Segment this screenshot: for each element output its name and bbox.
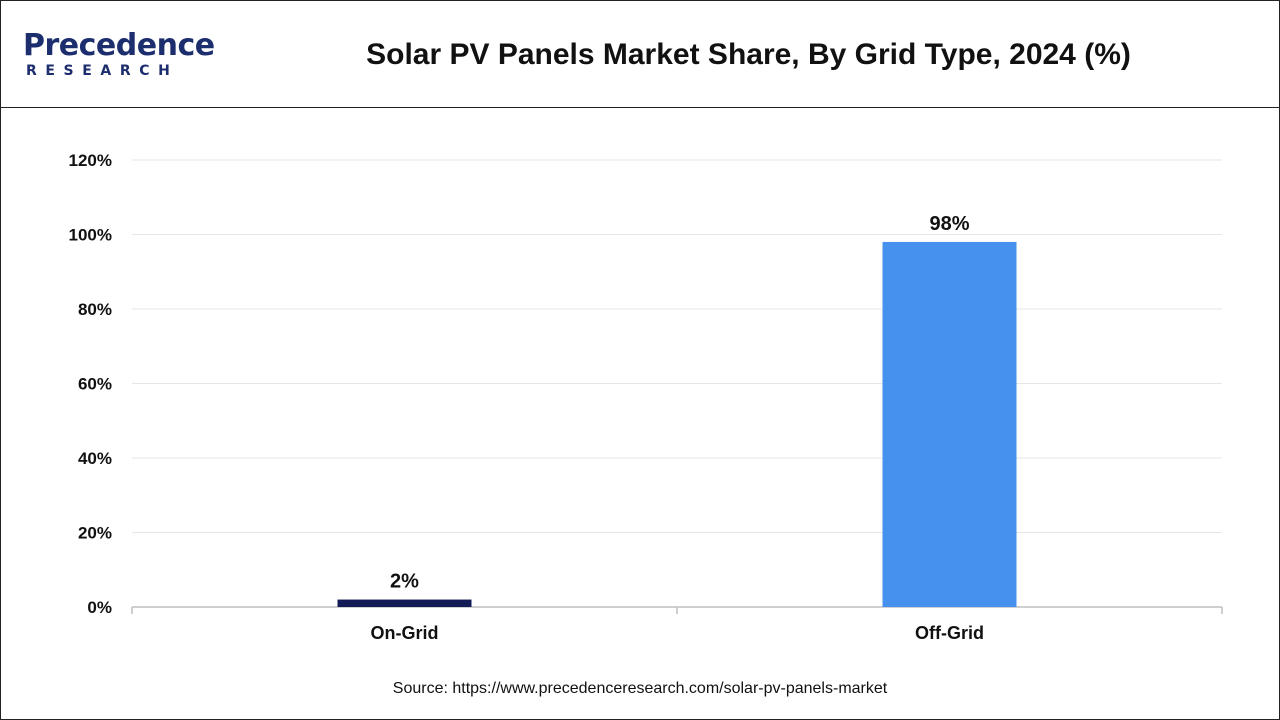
x-tick-label: On-Grid xyxy=(371,623,439,643)
brand-sub: RESEARCH xyxy=(26,63,179,79)
data-label: 98% xyxy=(929,213,969,235)
bar-chart: 0% 20% 40% 60% 80% 100% 120% 2% On-Grid 98% Off-Gr… xyxy=(69,151,1223,643)
header: Precedence RESEARCH Solar PV Panels Mark… xyxy=(1,1,1279,108)
data-label: 2% xyxy=(390,571,419,593)
y-tick-label: 20% xyxy=(78,524,112,543)
brand-logo: Precedence RESEARCH xyxy=(23,29,223,84)
y-tick-label: 60% xyxy=(78,375,112,394)
bar-off-grid xyxy=(882,241,1017,607)
y-tick-label: 80% xyxy=(78,300,112,319)
chart-title: Solar PV Panels Market Share, By Grid Ty… xyxy=(366,38,1131,71)
y-tick-label: 40% xyxy=(78,449,112,468)
brand-name: Precedence xyxy=(23,28,215,63)
bar-on-grid xyxy=(337,599,472,607)
x-tick-label: Off-Grid xyxy=(915,623,984,643)
source-note: Source: https://www.precedenceresearch.c… xyxy=(392,680,888,697)
y-tick-label: 120% xyxy=(69,151,112,170)
y-tick-label: 100% xyxy=(69,226,112,245)
y-tick-label: 0% xyxy=(87,598,112,617)
